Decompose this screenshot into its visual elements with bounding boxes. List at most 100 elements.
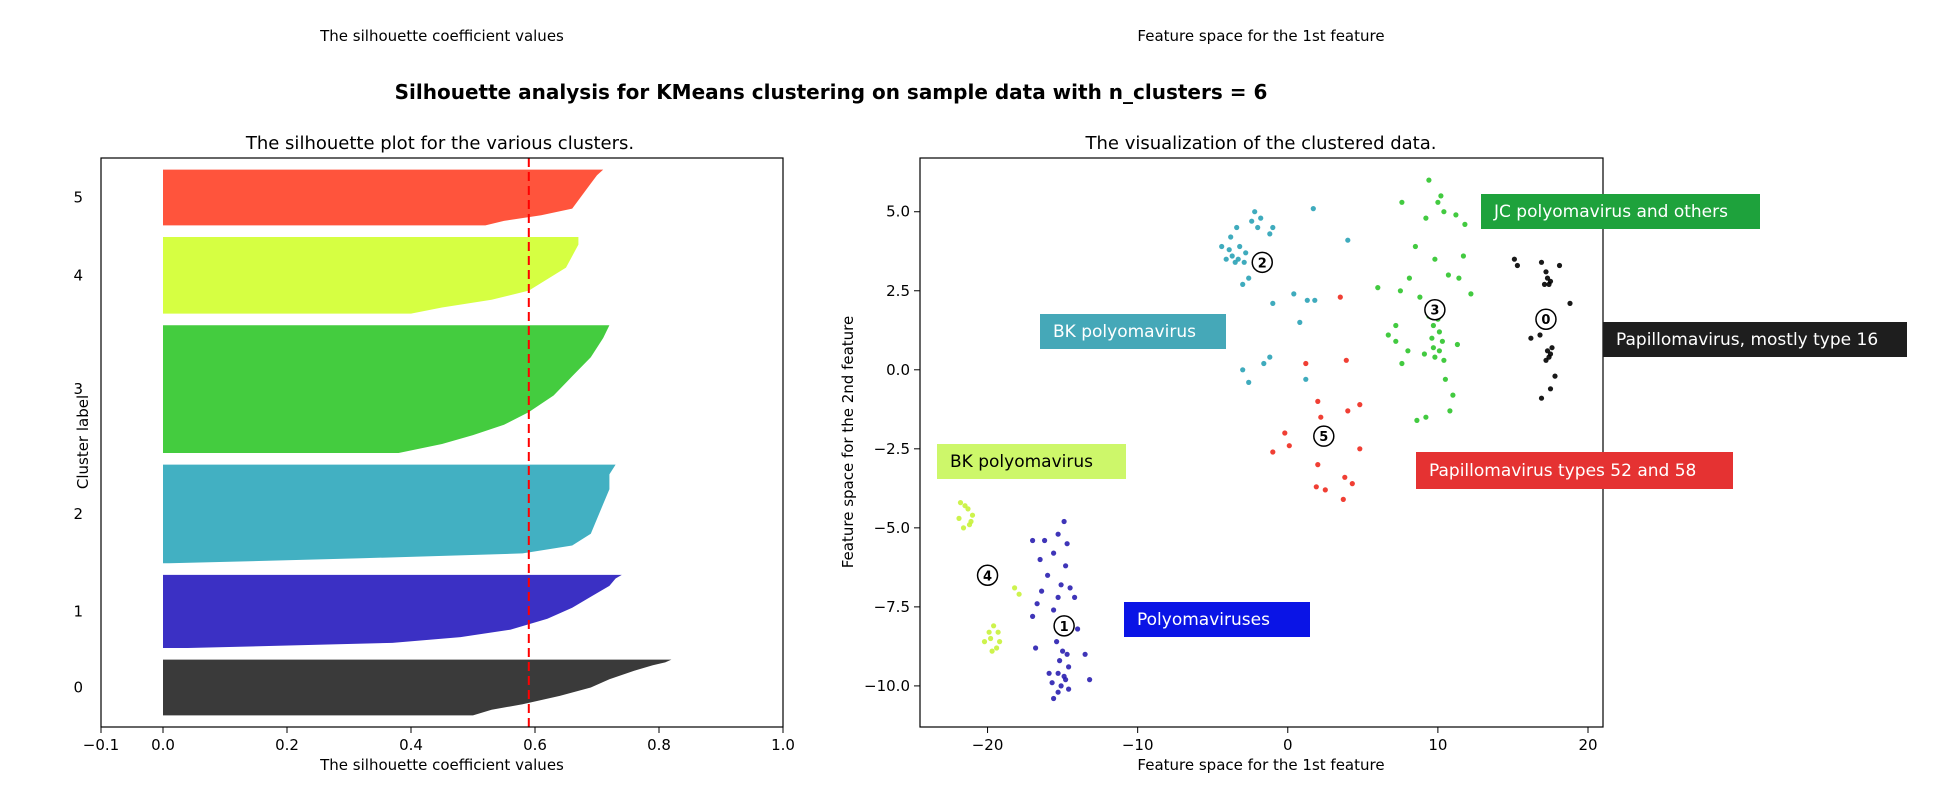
silhouette-cluster-1	[163, 574, 622, 648]
scatter-point-cluster-3	[1430, 322, 1436, 329]
scatter-point-cluster-2	[1240, 281, 1246, 287]
silhouette-cluster-tick-label: 3	[73, 380, 83, 398]
scatter-point-cluster-4	[981, 639, 988, 645]
cluster-center-0: 0	[1535, 308, 1557, 330]
cluster-center-label: 3	[1430, 304, 1439, 319]
scatter-point-cluster-0	[1546, 281, 1552, 287]
scatter-point-cluster-4	[968, 518, 974, 525]
top-label-left: The silhouette coefficient values	[319, 27, 564, 45]
silhouette-cluster-tick-label: 5	[73, 189, 83, 207]
scatter-point-cluster-1	[1039, 588, 1045, 594]
annotation-jc-polyomavirus: JC polyomavirus and others	[1481, 194, 1760, 229]
scatter-point-cluster-4	[956, 515, 962, 522]
scatter-point-cluster-3	[1453, 212, 1459, 218]
scatter-point-cluster-2	[1235, 256, 1241, 262]
scatter-point-cluster-1	[1061, 518, 1067, 525]
scatter-point-cluster-1	[1051, 550, 1057, 556]
scatter-point-cluster-2	[1267, 231, 1273, 237]
cluster-center-marker	[1535, 308, 1557, 330]
scatter-point-cluster-3	[1406, 275, 1412, 281]
cluster-center-label: 5	[1319, 430, 1328, 445]
scatter-point-cluster-2	[1252, 209, 1258, 215]
scatter-point-cluster-1	[1042, 537, 1048, 544]
scatter-point-cluster-3	[1399, 199, 1405, 205]
scatter-point-cluster-3	[1417, 294, 1423, 300]
scatter-point-cluster-1	[1049, 680, 1055, 686]
scatter-point-cluster-1	[1064, 651, 1070, 657]
scatter-point-cluster-2	[1240, 367, 1246, 373]
silhouette-cluster-0	[163, 659, 672, 716]
cluster-center-marker	[1053, 615, 1075, 637]
cluster-center-2: 2	[1251, 251, 1274, 274]
scatter-point-cluster-3	[1412, 243, 1418, 250]
scatter-point-cluster-2	[1249, 218, 1255, 224]
scatter-point-cluster-3	[1441, 209, 1447, 215]
scatter-point-cluster-5	[1318, 414, 1324, 420]
scatter-point-cluster-3	[1462, 221, 1468, 227]
scatter-point-cluster-4	[988, 635, 994, 642]
cluster-center-label: 1	[1060, 620, 1069, 635]
scatter-point-cluster-4	[994, 645, 1000, 651]
scatter-point-cluster-4	[986, 629, 992, 635]
silhouette-cluster-4	[163, 237, 579, 314]
scatter-point-cluster-5	[1343, 357, 1349, 363]
scatter-point-cluster-3	[1430, 345, 1436, 351]
scatter-point-cluster-0	[1538, 259, 1545, 265]
scatter-point-cluster-5	[1303, 360, 1309, 367]
scatter-x-tick-label: 10	[1428, 736, 1447, 754]
annotation-polyomaviruses: Polyomaviruses	[1124, 602, 1310, 637]
scatter-point-cluster-1	[1046, 670, 1052, 676]
silhouette-x-tick-label: 0.6	[523, 736, 547, 754]
cluster-center-1: 1	[1053, 615, 1075, 637]
scatter-point-cluster-3	[1436, 348, 1442, 354]
silhouette-x-tick-label: 0.4	[399, 736, 423, 754]
silhouette-cluster-2	[163, 464, 616, 564]
scatter-point-cluster-2	[1229, 253, 1235, 259]
scatter-point-cluster-2	[1310, 206, 1316, 212]
scatter-point-cluster-2	[1246, 275, 1252, 281]
silhouette-x-tick-label: 0.0	[151, 736, 175, 754]
scatter-point-cluster-3	[1393, 322, 1399, 329]
annotation-bk-polyomavirus-lower-text: BK polyomavirus	[950, 452, 1093, 472]
scatter-point-cluster-0	[1541, 281, 1548, 287]
scatter-point-cluster-3	[1460, 253, 1466, 259]
scatter-point-cluster-5	[1349, 481, 1355, 487]
silhouette-x-ticks: −0.1 0.0 0.2 0.4 0.6 0.8 1.0	[83, 727, 795, 754]
scatter-points	[956, 177, 1573, 702]
cluster-center-label: 2	[1258, 256, 1267, 271]
scatter-y-tick-label: 0.0	[886, 361, 910, 379]
scatter-point-cluster-3	[1429, 335, 1435, 341]
scatter-point-cluster-3	[1405, 348, 1411, 354]
scatter-point-cluster-2	[1291, 291, 1297, 297]
cluster-center-label: 4	[983, 569, 992, 584]
scatter-point-cluster-1	[1033, 645, 1039, 651]
scatter-point-cluster-1	[1063, 563, 1069, 569]
scatter-point-cluster-2	[1258, 215, 1264, 221]
scatter-point-cluster-3	[1435, 199, 1441, 205]
scatter-point-cluster-1	[1034, 601, 1040, 607]
scatter-x-ticks: −20 −10 0 10 20	[972, 727, 1598, 754]
scatter-point-cluster-2	[1267, 354, 1273, 360]
scatter-point-cluster-1	[1066, 686, 1072, 692]
scatter-point-cluster-3	[1442, 376, 1448, 382]
annotation-papillomavirus-16-text: Papillomavirus, mostly type 16	[1616, 330, 1878, 350]
scatter-point-cluster-2	[1345, 237, 1351, 243]
cluster-center-label: 0	[1541, 313, 1550, 328]
scatter-x-tick-label: 0	[1283, 736, 1293, 754]
scatter-point-cluster-2	[1219, 243, 1225, 250]
annotation-papillomavirus-52-58: Papillomavirus types 52 and 58	[1416, 452, 1733, 489]
cluster-center-marker	[1424, 298, 1446, 321]
scatter-point-cluster-2	[1243, 250, 1249, 256]
scatter-point-cluster-5	[1340, 496, 1346, 502]
scatter-point-cluster-0	[1528, 335, 1534, 341]
scatter-point-cluster-3	[1397, 288, 1403, 294]
scatter-axes-frame	[919, 157, 1604, 728]
scatter-point-cluster-3	[1423, 414, 1429, 420]
scatter-point-cluster-0	[1543, 269, 1549, 275]
scatter-point-cluster-2	[1270, 300, 1276, 306]
scatter-x-tick-label: 20	[1578, 736, 1597, 754]
scatter-point-cluster-1	[1030, 613, 1036, 620]
scatter-point-cluster-3	[1454, 341, 1460, 348]
scatter-point-cluster-2	[1234, 224, 1240, 231]
